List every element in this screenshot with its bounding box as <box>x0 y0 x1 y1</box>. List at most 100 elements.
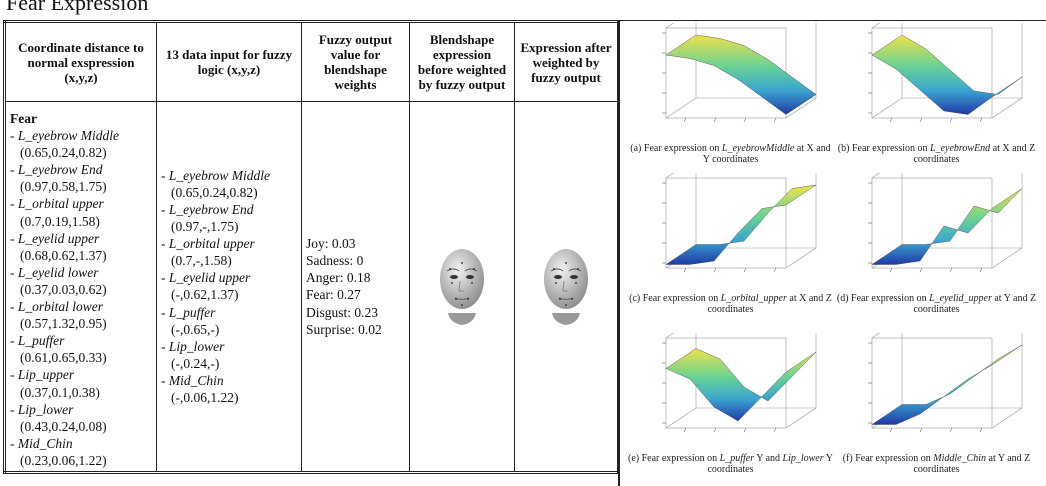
item-name-text: L_eyelid lower <box>17 264 99 280</box>
item-name-text: L_orbital upper <box>168 236 255 252</box>
caption-text: L_puffer <box>719 453 755 464</box>
figure-title: Fear Expression <box>6 0 149 15</box>
plot-figure: (f) Fear expression on Middle_Chin at Y … <box>834 333 1039 475</box>
surface-plot <box>661 333 816 433</box>
surface-plot <box>867 333 1022 433</box>
caption-text: (e) Fear expression on <box>628 453 720 464</box>
item-name-text: L_eyebrow End <box>17 162 103 178</box>
item-name-text: L_orbital upper <box>17 196 104 212</box>
plot-figure: (e) Fear expression on L_puffer Y and Li… <box>628 333 833 475</box>
list-item: - Mid_Chin (0.23,0.06,1.22) <box>10 435 152 469</box>
header-cell: Expression after weighted by fuzzy outpu… <box>514 21 619 102</box>
item-coords: (0.57,1.32,0.95) <box>20 316 107 332</box>
item-name-text: L_eyebrow Middle <box>17 128 119 144</box>
item-name-text: L_eyelid upper <box>17 230 100 246</box>
body-row: Fear - L_eyebrow Middle (0.65,0.24,0.82) -… <box>4 101 619 473</box>
caption-text: L_eyebrowEnd <box>930 143 991 154</box>
caption-text: Middle_Chin <box>933 453 987 464</box>
item-name: - L_orbital upper <box>10 196 104 212</box>
item-name: - L_eyelid lower <box>10 264 99 280</box>
list-item: - L_orbital lower (0.57,1.32,0.95) <box>10 298 152 332</box>
surface-plot <box>661 173 816 273</box>
item-coords: (0.97,0.58,1.75) <box>20 179 107 195</box>
item-name: - Lip_upper <box>10 367 75 383</box>
plot-figure: (c) Fear expression on L_orbital_upper a… <box>628 173 833 315</box>
caption-text: L_orbital_upper <box>720 293 787 304</box>
header-row: Coordinate distance to normal exspressio… <box>4 21 619 102</box>
item-name-text: L_puffer <box>17 333 65 349</box>
list-item: - L_puffer (0.61,0.65,0.33) <box>10 332 152 366</box>
header-cell: 13 data input for fuzzy logic (x,y,z) <box>156 21 302 102</box>
item-name: - L_eyebrow End <box>10 162 103 178</box>
plot-caption: (e) Fear expression on L_puffer Y and Li… <box>628 453 833 475</box>
list-item: - L_eyelid upper (-,0.62,1.37) <box>161 269 297 303</box>
plot-figure: (d) Fear expression on L_eyelid_upper at… <box>834 173 1039 315</box>
item-coords: (-,0.24,-) <box>171 355 220 371</box>
item-name-text: L_puffer <box>168 304 216 320</box>
item-name-text: L_eyelid upper <box>168 270 251 286</box>
item-name-text: L_orbital lower <box>17 299 104 315</box>
surface-plot <box>867 173 1022 273</box>
list-item: - L_orbital upper (0.7,-,1.58) <box>161 235 297 269</box>
fuzzy-output-line: Surprise: 0.02 <box>306 321 382 337</box>
item-name: - Mid_Chin <box>161 372 224 388</box>
item-coords: (0.68,0.62,1.37) <box>20 247 107 263</box>
caption-text: (b) Fear expression on <box>837 143 930 154</box>
caption-text: at X and Z coordinates <box>707 293 832 315</box>
item-coords: (0.97,-,1.75) <box>171 219 239 235</box>
list-item: - Lip_upper (0.37,0.1,0.38) <box>10 366 152 400</box>
distance-cell: Fear - L_eyebrow Middle (0.65,0.24,0.82) -… <box>4 101 157 473</box>
item-coords: (0.37,0.03,0.62) <box>20 281 107 297</box>
list-item: - L_eyebrow End (0.97,-,1.75) <box>161 201 297 235</box>
item-coords: (-,0.62,1.37) <box>171 287 239 303</box>
face-cell <box>409 101 515 473</box>
item-name: - L_eyelid upper <box>10 230 100 246</box>
surface-plot <box>867 23 1022 123</box>
output-cell: Joy: 0.03 Sadness: 0 Anger: 0.18 Fear: 0.27… <box>301 101 410 473</box>
item-name: - Lip_lower <box>10 401 74 417</box>
face-image <box>430 243 494 326</box>
item-coords: (0.43,0.24,0.08) <box>20 418 107 434</box>
expression-label: Fear <box>10 111 37 126</box>
item-name: - L_eyebrow End <box>161 202 254 218</box>
plot-caption: (a) Fear expression on L_eyebrowMiddle a… <box>628 143 833 165</box>
item-coords: (-,0.65,-) <box>171 321 220 337</box>
caption-text: Y coordinates <box>707 453 833 475</box>
caption-text: (a) Fear expression on <box>630 143 722 154</box>
caption-text: at X and Y coordinates <box>702 143 831 165</box>
item-name: - L_eyebrow Middle <box>161 167 270 183</box>
item-name-text: Lip_lower <box>17 401 74 417</box>
list-item: - L_eyebrow End (0.97,0.58,1.75) <box>10 161 152 195</box>
list-item: - Lip_lower (0.43,0.24,0.08) <box>10 401 152 435</box>
item-coords: (0.65,0.24,0.82) <box>20 145 107 161</box>
item-coords: (-,0.06,1.22) <box>171 390 239 406</box>
list-item: - Lip_lower (-,0.24,-) <box>161 338 297 372</box>
item-coords: (0.65,0.24,0.82) <box>171 184 258 200</box>
item-name: - Lip_lower <box>161 338 225 354</box>
plot-figure: (a) Fear expression on L_eyebrowMiddle a… <box>628 23 833 165</box>
plot-caption: (d) Fear expression on L_eyelid_upper at… <box>834 293 1039 315</box>
item-coords: (0.7,-,1.58) <box>171 253 232 269</box>
item-name: - L_puffer <box>10 333 65 349</box>
list-item: - L_puffer (-,0.65,-) <box>161 304 297 338</box>
caption-text: L_eyelid_upper <box>929 293 992 304</box>
caption-text: L_eyebrowMiddle <box>721 143 795 154</box>
plot-caption: (f) Fear expression on Middle_Chin at Y … <box>834 453 1039 475</box>
data-table: Coordinate distance to normal exspressio… <box>3 20 620 474</box>
item-name-text: Mid_Chin <box>168 372 224 388</box>
list-item: - Mid_Chin (-,0.06,1.22) <box>161 372 297 406</box>
surface-plot <box>661 23 816 123</box>
item-coords: (0.61,0.65,0.33) <box>20 350 107 366</box>
caption-text: at X and Z coordinates <box>913 143 1036 165</box>
item-name-text: Lip_upper <box>17 367 75 383</box>
header-cell: Blendshape expression before weighted by… <box>409 21 515 102</box>
list-item: - L_eyebrow Middle (0.65,0.24,0.82) <box>10 127 152 161</box>
plot-caption: (b) Fear expression on L_eyebrowEnd at X… <box>834 143 1039 165</box>
caption-text: (f) Fear expression on <box>842 453 934 464</box>
plot-panel: (a) Fear expression on L_eyebrowMiddle a… <box>618 20 1046 486</box>
input-cell: - L_eyebrow Middle (0.65,0.24,0.82) - L_ey… <box>156 101 302 473</box>
caption-text: Y and <box>754 453 783 464</box>
list-item: - L_eyebrow Middle (0.65,0.24,0.82) <box>161 167 297 201</box>
list-item: - L_eyelid lower (0.37,0.03,0.62) <box>10 264 152 298</box>
caption-text: at Y and Z coordinates <box>913 453 1031 475</box>
